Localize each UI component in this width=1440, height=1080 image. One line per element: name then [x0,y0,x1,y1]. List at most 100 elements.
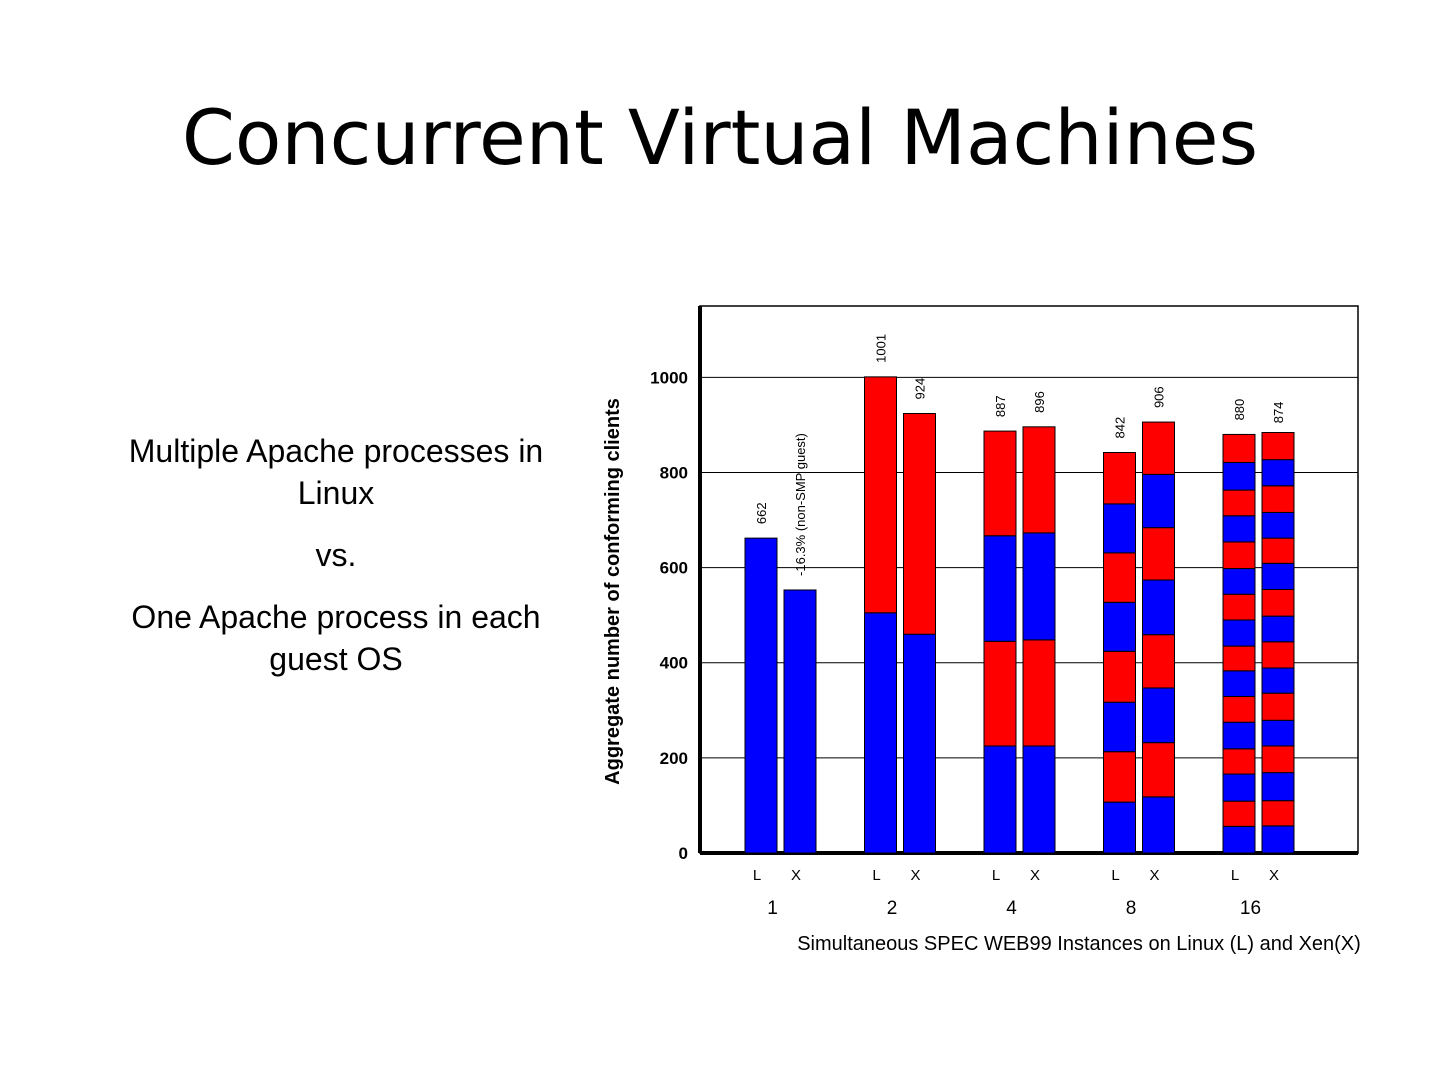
bar-segment [1222,619,1256,647]
bar-segment [1222,541,1256,570]
bar-segment [1022,532,1056,641]
bar-segment [1103,650,1136,703]
bar-segment [1261,459,1295,487]
bar-segment [1022,639,1056,747]
comparison-line-linux: Multiple Apache processes in Linux [128,433,544,511]
bar-segment [1261,485,1295,513]
bar-segment [903,412,936,635]
bar-value-label: 906 [1152,386,1167,408]
bar-segment [1261,641,1295,669]
comparison-text: Multiple Apache processes in Linux vs. O… [100,430,572,700]
group-label: 16 [1240,898,1261,919]
bar-segment [983,430,1017,537]
bar-segment [1222,515,1256,543]
bar-value-label: 874 [1271,402,1286,424]
bar-tick-label: X [910,867,920,884]
y-tick-label: 0 [679,844,688,863]
bar-segment [1261,719,1295,747]
bar-tick-label: X [1149,867,1159,884]
bar-segment [1142,687,1175,744]
bar-tick-label: X [1030,867,1040,884]
bar-tick-label: X [1269,867,1279,884]
bar-value-label: 880 [1232,399,1247,421]
comparison-line-xen: One Apache process in each guest OS [131,599,541,677]
bar-value-label: 924 [913,378,928,400]
bar-segment [1261,772,1295,802]
bar-segment [1261,562,1295,590]
bar-segment [1261,667,1295,694]
x-axis-title: Simultaneous SPEC WEB99 Instances on Lin… [797,933,1361,955]
bar-value-label: 1001 [874,334,889,363]
bar-segment [1103,552,1136,603]
bar-segment [1103,503,1136,554]
bar-segment [983,745,1017,854]
bar-segment [1261,588,1295,617]
y-axis-title: Aggregate number of conforming clients [602,398,624,785]
bar-segment [1222,461,1256,491]
bar-segment [1222,568,1256,595]
bar-segment [903,633,936,854]
bar-tick-label: L [753,867,761,884]
bar-segment [1103,452,1136,505]
bar-segment [1142,796,1175,854]
bar-tick-label: X [791,867,801,884]
bar-segment [983,535,1017,642]
bar-segment [1142,742,1175,798]
bar-tick-label: L [872,867,880,884]
bar-value-label: 662 [754,502,769,524]
bar-tick-label: L [1111,867,1119,884]
bar-segment [1142,634,1175,689]
bar-segment [1222,489,1256,517]
bar-segment [1261,825,1295,854]
bar-segment [1222,433,1256,463]
bar-segment [1142,473,1175,529]
bar-segment [1261,615,1295,643]
bar-value-label: -16.3% (non-SMP guest) [793,433,808,576]
bar-segment [783,589,817,854]
bar-segment [1103,801,1136,854]
bar-segment [1142,421,1175,475]
bar-segment [1261,537,1295,564]
bar-segment [1222,748,1256,775]
group-label: 2 [887,898,898,919]
bar-segment [1261,745,1295,774]
bar-segment [1222,721,1256,750]
bar-value-label: 887 [993,395,1008,417]
bar-segment [1103,751,1136,803]
bar-segment [1261,511,1295,539]
y-tick-label: 200 [660,749,688,768]
slide-title: Concurrent Virtual Machines [181,93,1259,182]
bar-segment [1142,527,1175,581]
bar-value-label: 896 [1032,391,1047,413]
bar-segment [1222,593,1256,621]
bar-segment [1261,800,1295,827]
bar-tick-label: L [992,867,1000,884]
y-tick-label: 600 [660,559,688,578]
bar-segment [744,537,778,854]
bar-segment [1222,645,1256,672]
bar-segment [983,640,1017,747]
y-tick-label: 400 [660,654,688,673]
bar-segment [1103,601,1136,652]
bar-segment [1261,692,1295,721]
y-tick-label: 800 [660,463,688,482]
bar-segment [1222,696,1256,723]
bar-segment [1222,773,1256,802]
y-tick-label: 1000 [650,368,688,387]
bar-segment [1103,701,1136,753]
bar-segment [1022,745,1056,854]
group-label: 8 [1126,898,1137,919]
stacked-bar-chart: 0 200 400 600 800 1000 662 L -16.3% (non-SMP gue… [602,305,1361,955]
bar-tick-label: L [1231,867,1239,884]
bar-segment [1261,432,1295,461]
bar-segment [1222,670,1256,698]
bar-segment [1142,579,1175,636]
group-label: 1 [767,898,778,919]
group-label: 4 [1006,898,1017,919]
bar-segment [864,612,897,854]
bar-segment [864,376,897,614]
bar-segment [1222,825,1256,854]
bar-value-label: 842 [1113,417,1128,439]
bar-segment [1222,800,1256,827]
comparison-line-vs: vs. [315,537,357,573]
